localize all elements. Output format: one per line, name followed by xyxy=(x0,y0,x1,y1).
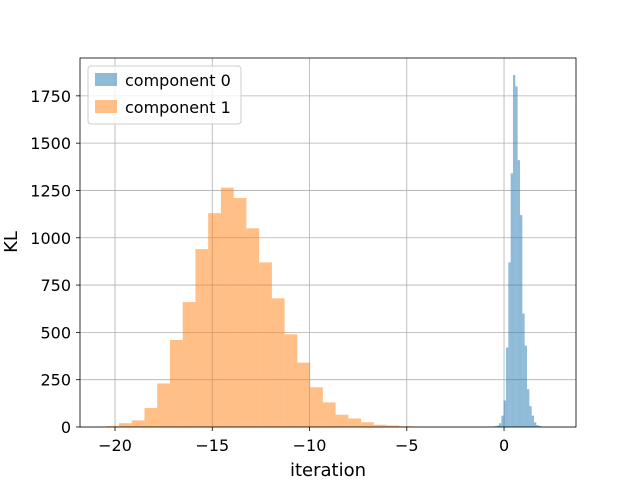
y-tick-label: 1000 xyxy=(30,229,71,248)
histogram-bar-component-1 xyxy=(221,188,234,427)
y-tick-label: 750 xyxy=(40,276,71,295)
y-tick-label: 250 xyxy=(40,371,71,390)
x-axis-label: iteration xyxy=(290,460,366,480)
histogram-bar-component-1 xyxy=(297,363,310,427)
legend-swatch-component-1 xyxy=(95,100,117,113)
legend-label-component-1: component 1 xyxy=(125,98,231,117)
histogram-bar-component-0 xyxy=(527,389,529,427)
histogram-bar-component-1 xyxy=(348,418,361,427)
histogram-bar-component-1 xyxy=(234,198,247,427)
histogram-bar-component-1 xyxy=(183,302,196,427)
histogram-bar-component-0 xyxy=(501,416,503,427)
y-tick-label: 1500 xyxy=(30,134,71,153)
histogram-bar-component-0 xyxy=(532,416,534,427)
histogram-bar-component-0 xyxy=(534,422,536,427)
legend-label-component-0: component 0 xyxy=(125,71,231,90)
legend-swatch-component-0 xyxy=(95,73,117,86)
y-axis-label: KL xyxy=(1,231,22,253)
histogram-bar-component-1 xyxy=(272,298,285,427)
histogram-bar-component-1 xyxy=(285,334,298,427)
histogram-bar-component-0 xyxy=(515,86,517,427)
histogram-bar-component-0 xyxy=(499,423,501,427)
y-tick-label: 1250 xyxy=(30,181,71,200)
histogram-bar-component-0 xyxy=(511,173,513,427)
histogram-bar-component-1 xyxy=(132,420,145,427)
histogram-bar-component-1 xyxy=(119,423,132,427)
histogram-bar-component-0 xyxy=(506,348,508,427)
x-tick-label: −15 xyxy=(195,436,229,455)
histogram-bar-component-1 xyxy=(144,408,157,427)
x-tick-label: −10 xyxy=(293,436,327,455)
histogram-bar-component-1 xyxy=(170,340,183,427)
y-tick-label: 0 xyxy=(61,418,71,437)
y-tick-label: 500 xyxy=(40,323,71,342)
histogram-bar-component-0 xyxy=(520,215,522,427)
histogram-bar-component-0 xyxy=(525,346,527,427)
histogram-bar-component-0 xyxy=(504,401,506,427)
histogram-bar-component-0 xyxy=(518,160,520,427)
histogram-bar-component-0 xyxy=(508,262,510,427)
histogram-bar-component-0 xyxy=(513,75,515,427)
histogram-bar-component-1 xyxy=(208,213,221,427)
histogram-bar-component-1 xyxy=(323,402,336,427)
x-tick-label: −5 xyxy=(395,436,419,455)
histogram-bar-component-1 xyxy=(246,228,259,427)
y-tick-label: 1750 xyxy=(30,87,71,106)
histogram-bar-component-1 xyxy=(157,383,170,427)
histogram-bar-component-0 xyxy=(529,406,531,427)
histogram-bar-component-1 xyxy=(195,249,208,427)
histogram-bar-component-1 xyxy=(310,387,323,427)
histogram-bars xyxy=(106,75,545,427)
histogram-bar-component-1 xyxy=(361,422,374,427)
x-tick-label: 0 xyxy=(499,436,509,455)
legend: component 0 component 1 xyxy=(88,66,241,124)
histogram-bar-component-1 xyxy=(336,415,349,427)
histogram-bar-component-0 xyxy=(522,313,524,427)
x-tick-label: −20 xyxy=(98,436,132,455)
histogram-bar-component-1 xyxy=(259,262,272,427)
